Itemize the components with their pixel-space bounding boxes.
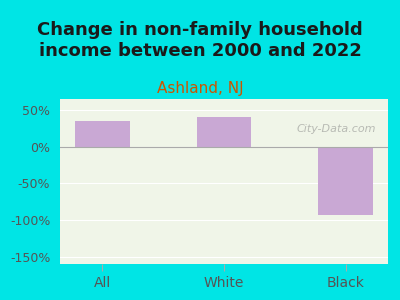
Text: Change in non-family household
income between 2000 and 2022: Change in non-family household income be…: [37, 21, 363, 60]
Bar: [75, 121, 130, 147]
Text: City-Data.com: City-Data.com: [296, 124, 376, 134]
Text: Ashland, NJ: Ashland, NJ: [157, 81, 243, 96]
Bar: [197, 117, 251, 147]
Bar: [318, 147, 373, 215]
